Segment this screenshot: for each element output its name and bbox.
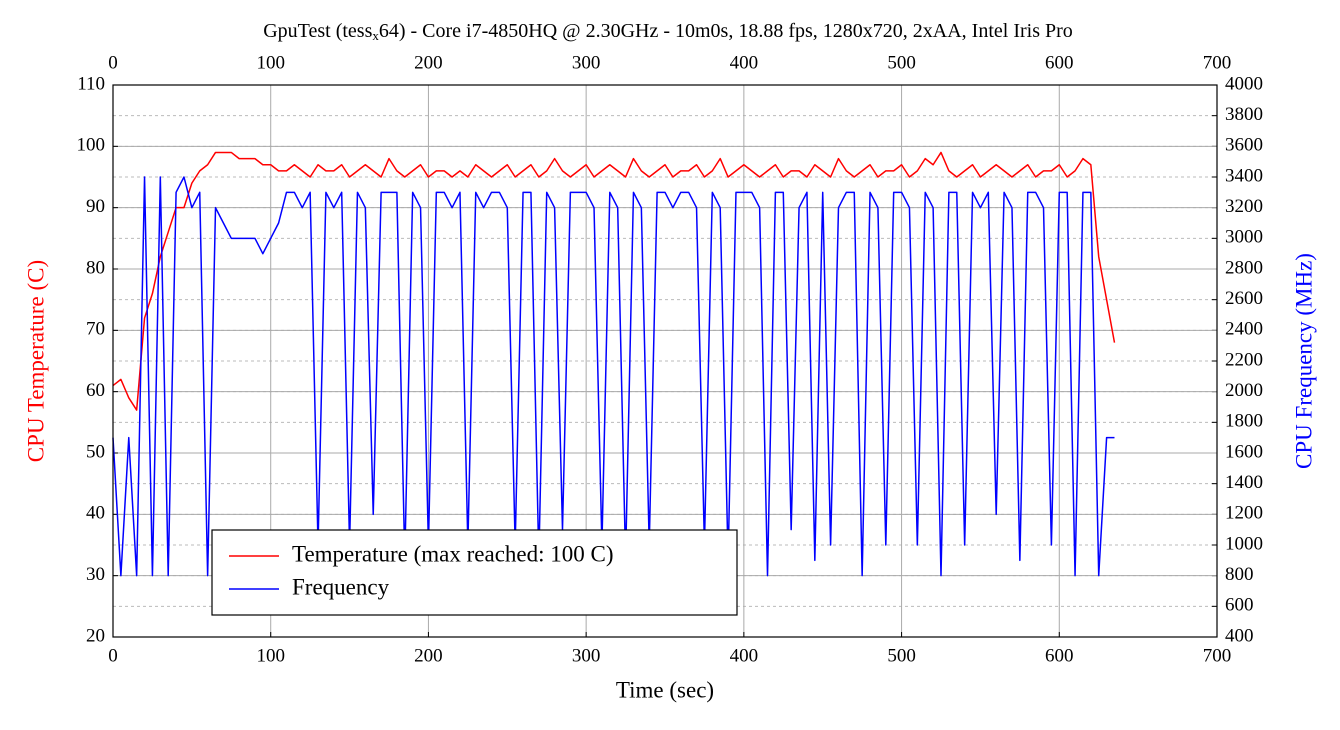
y-tick-label: 50 xyxy=(86,441,105,462)
x-top-tick-label: 300 xyxy=(572,52,601,73)
y2-tick-label: 3400 xyxy=(1225,165,1263,186)
legend-label: Temperature (max reached: 100 C) xyxy=(292,541,614,566)
y2-tick-label: 3600 xyxy=(1225,135,1263,156)
y2-tick-label: 2800 xyxy=(1225,257,1263,278)
y2-tick-label: 800 xyxy=(1225,564,1254,585)
y2-tick-label: 400 xyxy=(1225,625,1254,646)
y2-tick-label: 4000 xyxy=(1225,73,1263,94)
x-tick-label: 200 xyxy=(414,645,443,666)
y2-tick-label: 2600 xyxy=(1225,288,1263,309)
y2-tick-label: 1600 xyxy=(1225,441,1263,462)
plot-frame xyxy=(112,84,1218,638)
title-part: 64) - Core i7-4850HQ @ 2.30GHz - 10m0s, … xyxy=(379,20,1073,42)
y2-tick-label: 1200 xyxy=(1225,503,1263,524)
x-top-tick-label: 600 xyxy=(1045,52,1074,73)
title-subscript: x xyxy=(372,28,379,43)
y-tick-label: 90 xyxy=(86,196,105,217)
x-top-tick-label: 200 xyxy=(414,52,443,73)
y2-tick-label: 3000 xyxy=(1225,227,1263,248)
y-tick-label: 40 xyxy=(86,503,105,524)
legend-label: Frequency xyxy=(292,574,390,599)
y-tick-label: 30 xyxy=(86,564,105,585)
y2-tick-label: 1000 xyxy=(1225,533,1263,554)
y2-tick-label: 3800 xyxy=(1225,104,1263,125)
series-line xyxy=(112,151,1116,411)
y2-tick-label: 600 xyxy=(1225,595,1254,616)
y2-axis-label: CPU Frequency (MHz) xyxy=(1291,253,1316,469)
x-top-tick-label: 400 xyxy=(730,52,759,73)
x-top-tick-label: 100 xyxy=(256,52,285,73)
title-part: GpuTest (tess xyxy=(263,20,372,42)
series-line xyxy=(112,176,1115,577)
x-axis-label: Time (sec) xyxy=(616,677,714,702)
y-axis-label: CPU Temperature (C) xyxy=(23,260,48,462)
y-tick-label: 100 xyxy=(77,135,106,156)
x-top-tick-label: 500 xyxy=(887,52,916,73)
x-tick-label: 0 xyxy=(108,645,118,666)
x-tick-label: 400 xyxy=(730,645,759,666)
y-tick-label: 70 xyxy=(86,319,105,340)
y-tick-label: 110 xyxy=(77,73,105,94)
y2-tick-label: 2000 xyxy=(1225,380,1263,401)
y-tick-label: 80 xyxy=(86,257,105,278)
legend-box xyxy=(211,529,738,616)
y2-tick-label: 2400 xyxy=(1225,319,1263,340)
x-tick-label: 700 xyxy=(1203,645,1232,666)
x-tick-label: 500 xyxy=(887,645,916,666)
x-top-tick-label: 0 xyxy=(108,52,118,73)
x-tick-label: 300 xyxy=(572,645,601,666)
x-tick-label: 600 xyxy=(1045,645,1074,666)
x-top-tick-label: 700 xyxy=(1203,52,1232,73)
y2-tick-label: 2200 xyxy=(1225,349,1263,370)
chart-title: GpuTest (tessx64) - Core i7-4850HQ @ 2.3… xyxy=(263,20,1073,43)
x-tick-label: 100 xyxy=(256,645,285,666)
y-tick-label: 60 xyxy=(86,380,105,401)
y2-tick-label: 1800 xyxy=(1225,411,1263,432)
y2-tick-label: 3200 xyxy=(1225,196,1263,217)
y-tick-label: 20 xyxy=(86,625,105,646)
y2-tick-label: 1400 xyxy=(1225,472,1263,493)
